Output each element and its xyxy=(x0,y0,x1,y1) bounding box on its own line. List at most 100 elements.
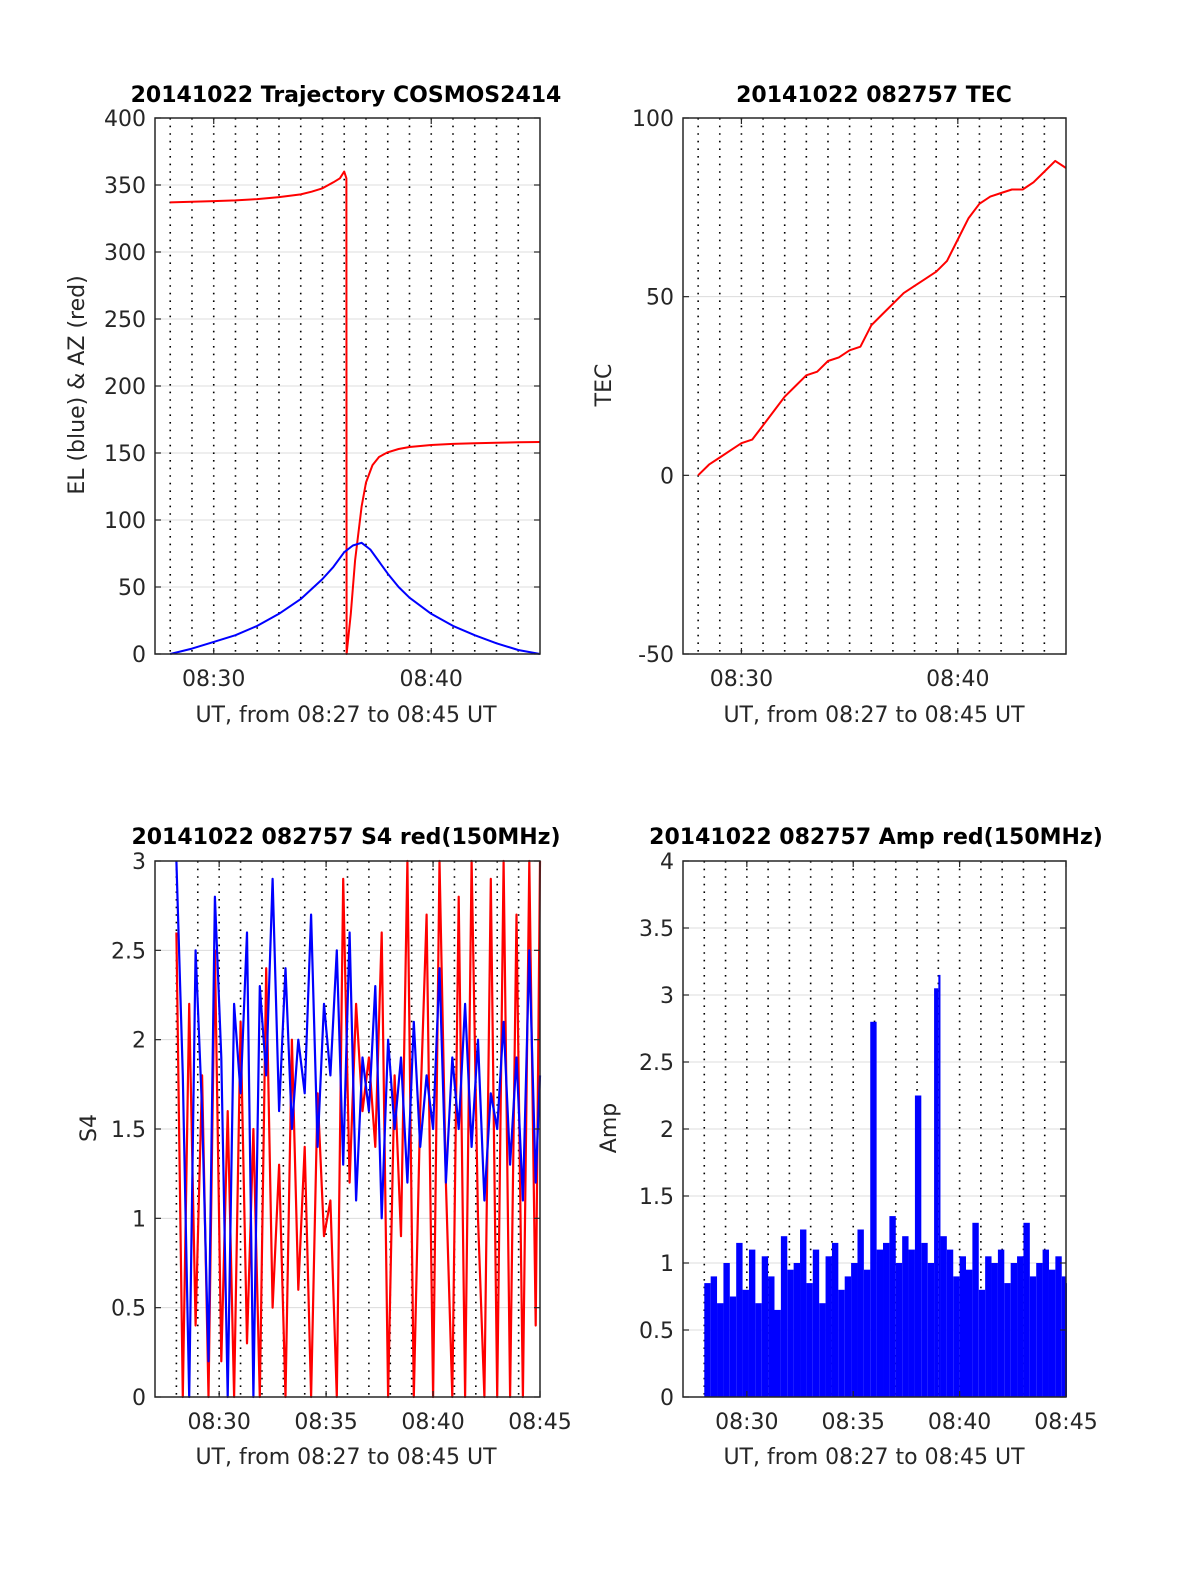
amp-bar xyxy=(985,1256,992,1397)
y-tick-label: 2 xyxy=(132,1029,146,1054)
series-line-red xyxy=(170,170,541,655)
amp-bar xyxy=(736,1242,743,1397)
y-tick-label: 0 xyxy=(660,464,674,489)
amp-bar xyxy=(812,1249,820,1397)
y-tick-label: 400 xyxy=(104,107,146,132)
amp-bar xyxy=(844,1276,852,1397)
amp-bar xyxy=(876,1249,884,1397)
plot-title: 20141022 082757 S4 red(150MHz) xyxy=(131,825,560,850)
amp-bar xyxy=(991,1263,998,1397)
amp-bar xyxy=(742,1289,749,1397)
amp-bar xyxy=(748,1249,756,1397)
y-tick-label: 250 xyxy=(104,308,146,333)
amp-bar xyxy=(1023,1222,1030,1397)
amp-bar xyxy=(921,1242,928,1397)
plot-title: 20141022 082757 Amp red(150MHz) xyxy=(649,825,1103,850)
s4-plot: 20141022 082757 S4 red(150MHz) UT, from … xyxy=(77,825,572,1470)
amp-bar xyxy=(729,1296,737,1397)
amp-bar xyxy=(946,1249,954,1397)
amp-bar xyxy=(851,1263,858,1397)
y-tick-label: 3 xyxy=(660,984,674,1009)
x-tick-label: 08:45 xyxy=(1034,1410,1097,1435)
x-axis-label: UT, from 08:27 to 08:45 UT xyxy=(195,703,497,728)
amp-bar xyxy=(768,1276,775,1397)
amp-bar xyxy=(787,1269,794,1397)
trajectory-plot: 20141022 Trajectory COSMOS2414 UT, from … xyxy=(65,83,561,728)
amp-bar xyxy=(806,1283,813,1397)
x-tick-label: 08:40 xyxy=(926,667,989,692)
y-tick-label: 0 xyxy=(132,643,146,668)
amp-bar xyxy=(1048,1269,1056,1397)
x-axis-label: UT, from 08:27 to 08:45 UT xyxy=(723,1445,1025,1470)
amp-bar xyxy=(972,1222,979,1397)
amp-bar xyxy=(1036,1263,1043,1397)
amp-bar xyxy=(895,1263,903,1397)
amp-bar xyxy=(831,1242,839,1397)
amp-bar xyxy=(819,1303,826,1397)
amp-bar xyxy=(838,1289,845,1397)
amp-bar xyxy=(710,1276,718,1397)
x-tick-label: 08:30 xyxy=(715,1410,778,1435)
y-tick-label: 2 xyxy=(660,1118,674,1143)
y-tick-label: 300 xyxy=(104,241,146,266)
amp-bar xyxy=(780,1236,788,1397)
amp-bar xyxy=(774,1309,781,1397)
amp-bar xyxy=(1010,1263,1018,1397)
y-tick-label: 350 xyxy=(104,174,146,199)
amp-bar xyxy=(825,1256,832,1397)
y-tick-label: 1 xyxy=(132,1207,146,1232)
series-line-red xyxy=(175,859,542,1399)
series-line-blue xyxy=(175,860,542,1399)
x-tick-label: 08:35 xyxy=(294,1410,357,1435)
amp-bar xyxy=(857,1229,864,1397)
y-tick-label: 1.5 xyxy=(111,1118,146,1143)
amp-bar xyxy=(927,1263,935,1397)
amp-bar xyxy=(902,1236,909,1397)
amp-bar xyxy=(997,1249,1005,1397)
y-axis-label: S4 xyxy=(77,1114,102,1142)
amp-bar xyxy=(934,988,939,1397)
y-tick-label: 2.5 xyxy=(111,939,146,964)
amp-bar xyxy=(1042,1249,1049,1397)
amp-bar xyxy=(883,1242,890,1397)
amp-bar xyxy=(940,1236,947,1397)
amp-bar xyxy=(1029,1276,1037,1397)
y-axis-label: Amp xyxy=(597,1103,622,1153)
y-tick-label: 100 xyxy=(632,107,674,132)
amp-bar xyxy=(870,1021,877,1397)
amp-bar xyxy=(938,974,941,1397)
plot-title: 20141022 Trajectory COSMOS2414 xyxy=(131,83,562,108)
axes-frame xyxy=(682,117,1067,655)
y-tick-label: 2.5 xyxy=(639,1051,674,1076)
x-tick-label: 08:40 xyxy=(928,1410,991,1435)
amp-bar xyxy=(914,1095,922,1397)
amp-bar xyxy=(761,1256,769,1397)
y-tick-label: 4 xyxy=(660,850,674,875)
amp-bar xyxy=(755,1303,762,1397)
y-tick-label: 1.5 xyxy=(639,1185,674,1210)
y-tick-label: 0.5 xyxy=(111,1297,146,1322)
y-tick-label: 0 xyxy=(660,1386,674,1411)
x-tick-label: 08:35 xyxy=(822,1410,885,1435)
x-tick-label: 08:45 xyxy=(508,1410,571,1435)
y-tick-label: 150 xyxy=(104,442,146,467)
amp-bar xyxy=(908,1249,915,1397)
y-tick-label: 200 xyxy=(104,375,146,400)
tec-plot: 20141022 082757 TEC UT, from 08:27 to 08… xyxy=(592,83,1067,728)
amp-bar xyxy=(959,1256,966,1397)
amp-bar xyxy=(978,1289,986,1397)
y-axis-label: EL (blue) & AZ (red) xyxy=(65,275,90,494)
y-tick-label: 3.5 xyxy=(639,917,674,942)
plot-title: 20141022 082757 TEC xyxy=(736,83,1012,108)
amp-bar xyxy=(793,1263,801,1397)
amp-bar xyxy=(889,1216,896,1397)
x-tick-label: 08:40 xyxy=(401,1410,464,1435)
y-tick-label: 0 xyxy=(132,1386,146,1411)
series-line-blue xyxy=(169,541,541,655)
amp-bar xyxy=(863,1269,871,1397)
y-axis-label: TEC xyxy=(592,364,617,408)
y-tick-label: 100 xyxy=(104,509,146,534)
amp-bar xyxy=(800,1229,807,1397)
y-tick-label: 50 xyxy=(118,576,146,601)
